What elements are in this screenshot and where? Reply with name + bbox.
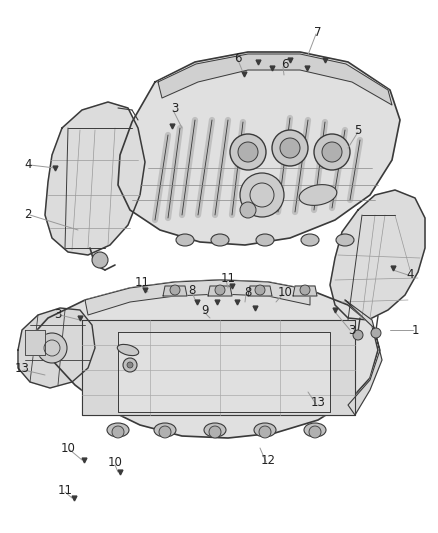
Circle shape	[170, 285, 180, 295]
Polygon shape	[208, 286, 232, 296]
Ellipse shape	[176, 234, 194, 246]
Circle shape	[37, 333, 67, 363]
Ellipse shape	[107, 423, 129, 437]
Circle shape	[371, 328, 381, 338]
Circle shape	[159, 426, 171, 438]
Text: 5: 5	[354, 124, 362, 136]
Ellipse shape	[256, 234, 274, 246]
Text: 3: 3	[171, 101, 179, 115]
Ellipse shape	[154, 423, 176, 437]
Text: 4: 4	[24, 158, 32, 172]
Text: 10: 10	[60, 441, 75, 455]
Circle shape	[272, 130, 308, 166]
Circle shape	[353, 330, 363, 340]
Text: 7: 7	[314, 26, 322, 38]
Polygon shape	[25, 330, 45, 355]
Text: 11: 11	[134, 277, 149, 289]
Text: 11: 11	[220, 271, 236, 285]
Circle shape	[209, 426, 221, 438]
Circle shape	[230, 134, 266, 170]
Ellipse shape	[301, 234, 319, 246]
Text: 13: 13	[311, 395, 325, 408]
Ellipse shape	[211, 234, 229, 246]
Ellipse shape	[336, 234, 354, 246]
Text: 8: 8	[188, 284, 196, 296]
Text: 2: 2	[24, 208, 32, 222]
Text: 6: 6	[234, 52, 242, 64]
Polygon shape	[345, 300, 382, 415]
Text: 11: 11	[57, 483, 73, 497]
Text: 1: 1	[411, 324, 419, 336]
Text: 10: 10	[278, 286, 293, 298]
Ellipse shape	[304, 423, 326, 437]
Ellipse shape	[254, 423, 276, 437]
Polygon shape	[82, 320, 355, 415]
Circle shape	[92, 252, 108, 268]
Circle shape	[314, 134, 350, 170]
Text: 10: 10	[108, 456, 123, 470]
Polygon shape	[118, 332, 330, 412]
Circle shape	[215, 285, 225, 295]
Circle shape	[259, 426, 271, 438]
Polygon shape	[18, 308, 95, 388]
Text: 4: 4	[406, 269, 414, 281]
Polygon shape	[28, 280, 378, 438]
Polygon shape	[118, 52, 400, 245]
Text: 3: 3	[54, 309, 62, 321]
Polygon shape	[293, 286, 317, 296]
Text: 9: 9	[201, 303, 209, 317]
Circle shape	[123, 358, 137, 372]
Circle shape	[240, 173, 284, 217]
Circle shape	[112, 426, 124, 438]
Text: 3: 3	[348, 324, 356, 336]
Polygon shape	[158, 54, 392, 105]
Circle shape	[280, 138, 300, 158]
Ellipse shape	[204, 423, 226, 437]
Text: 6: 6	[281, 59, 289, 71]
Ellipse shape	[299, 184, 337, 205]
Ellipse shape	[117, 344, 139, 356]
Polygon shape	[85, 280, 310, 315]
Circle shape	[300, 285, 310, 295]
Text: 12: 12	[261, 454, 276, 466]
Polygon shape	[163, 286, 187, 296]
Circle shape	[255, 285, 265, 295]
Polygon shape	[248, 286, 272, 296]
Circle shape	[127, 362, 133, 368]
Text: 13: 13	[14, 361, 29, 375]
Circle shape	[322, 142, 342, 162]
Circle shape	[309, 426, 321, 438]
Text: 8: 8	[244, 286, 252, 298]
Circle shape	[240, 202, 256, 218]
Circle shape	[238, 142, 258, 162]
Polygon shape	[330, 190, 425, 320]
Polygon shape	[45, 102, 145, 255]
